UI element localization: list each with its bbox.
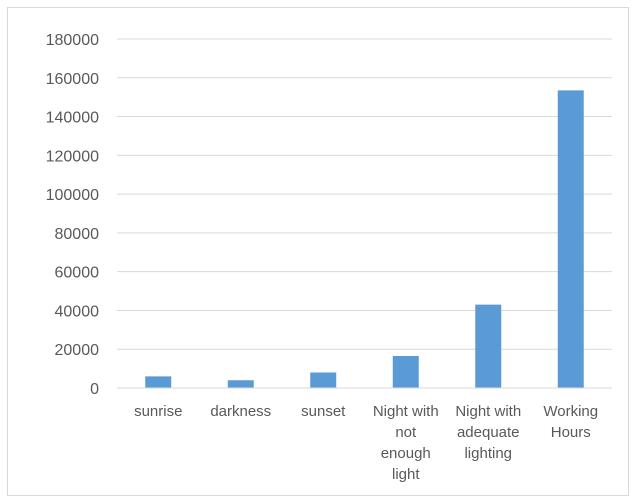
y-tick-label: 80000 (55, 226, 100, 243)
y-tick-label: 60000 (55, 265, 100, 282)
category-label-line: enough (381, 445, 431, 462)
bar (475, 304, 502, 388)
category-label: Working Hours (543, 403, 598, 441)
y-tick-label: 20000 (55, 342, 100, 359)
bars (145, 90, 584, 388)
category-label-line: sunset (301, 403, 346, 420)
category-label-line: adequate (457, 424, 520, 441)
y-tick-label: 0 (90, 381, 99, 398)
y-tick-label: 180000 (46, 32, 99, 49)
category-label-line: lighting (464, 445, 512, 462)
category-label-line: not (395, 424, 417, 441)
category-label: Night with adequate lighting (455, 403, 521, 462)
chart-frame (7, 7, 629, 496)
y-tick-label: 40000 (55, 303, 100, 320)
y-axis-tick-labels: 0 20000 40000 60000 80000 100000 120000 140000 1… (46, 32, 99, 398)
y-tick-label: 160000 (46, 71, 99, 88)
category-label-line: Working (543, 403, 598, 420)
bar (310, 372, 337, 388)
y-tick-label: 140000 (46, 110, 99, 127)
bar (392, 356, 419, 388)
x-axis-category-labels: sunrise darkness sunset Night with not enough… (134, 403, 598, 483)
category-label-line: Night with (455, 403, 521, 420)
category-label-line: light (392, 466, 420, 483)
y-tick-label: 100000 (46, 187, 99, 204)
category-label: darkness (210, 403, 271, 420)
category-label-line: darkness (210, 403, 271, 420)
gridlines (117, 38, 612, 350)
y-tick-label: 120000 (46, 148, 99, 165)
bar (557, 90, 584, 388)
bar (227, 380, 254, 388)
category-label: sunset (301, 403, 346, 420)
category-label-line: sunrise (134, 403, 182, 420)
category-label-line: Hours (551, 424, 591, 441)
category-label: sunrise (134, 403, 182, 420)
category-label: Night with not enough light (373, 403, 439, 483)
bar (145, 376, 172, 388)
category-label-line: Night with (373, 403, 439, 420)
